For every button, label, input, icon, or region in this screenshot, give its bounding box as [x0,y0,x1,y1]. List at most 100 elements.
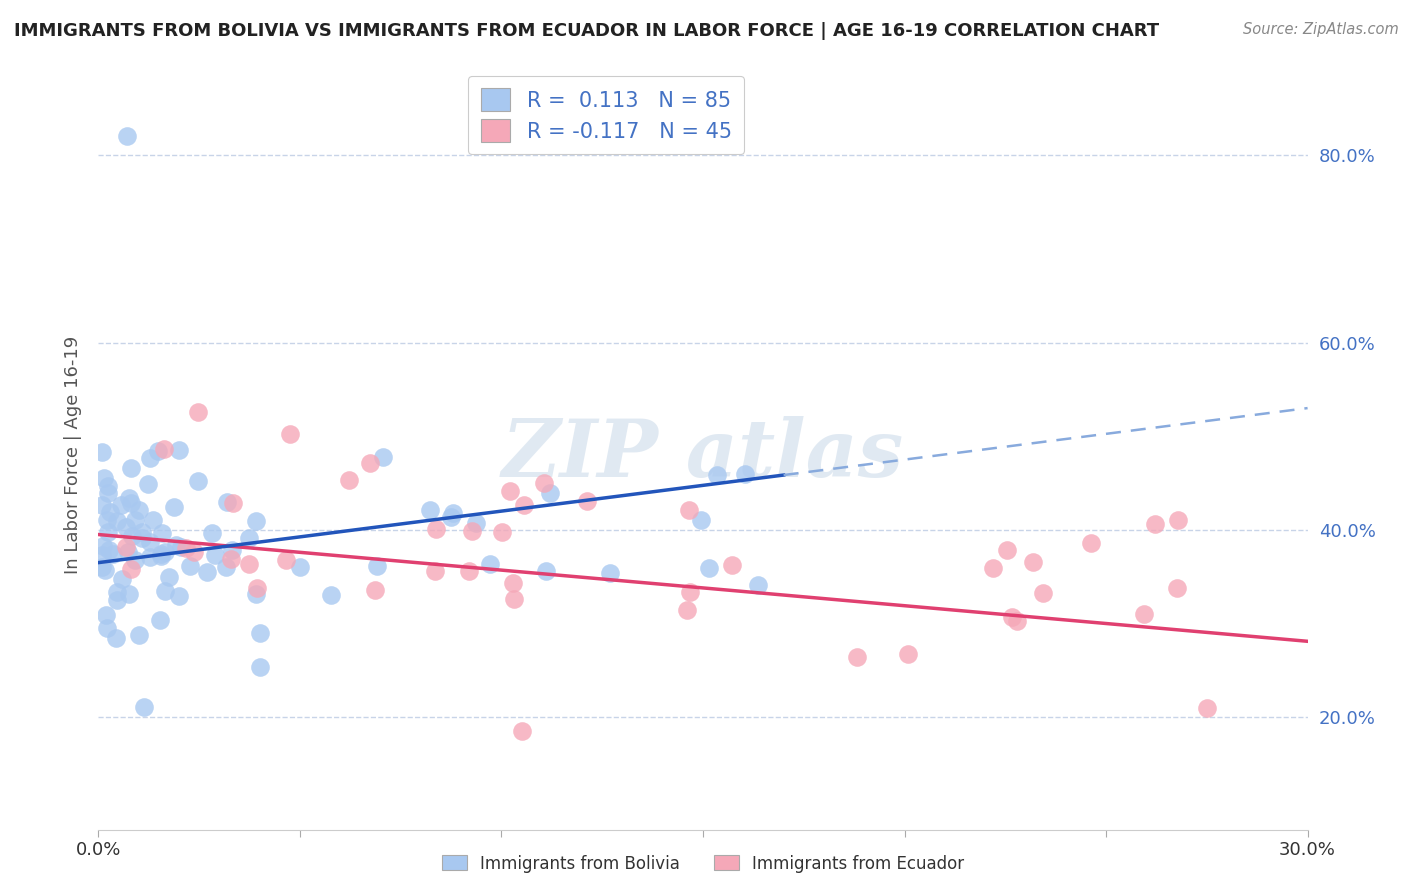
Point [1166,582,1188,596]
Point [128,628,150,642]
Text: ZIP atlas: ZIP atlas [502,417,904,493]
Point [142,513,165,527]
Point [441,506,464,520]
Point [120,495,142,509]
Point [461,524,484,539]
Point [249,659,271,673]
Point [101,547,124,561]
Point [148,613,170,627]
Point [167,590,190,604]
Point [187,405,209,419]
Legend: R =  0.113   N = 85, R = -0.117   N = 45: R = 0.113 N = 85, R = -0.117 N = 45 [468,76,744,154]
Point [1005,614,1028,628]
Point [897,647,920,661]
Point [97,525,120,540]
Point [100,505,122,519]
Point [1080,535,1102,549]
Point [155,544,177,558]
Y-axis label: In Labor Force | Age 16-19: In Labor Force | Age 16-19 [63,335,82,574]
Point [139,534,162,549]
Point [152,442,174,457]
Point [366,558,388,573]
Point [118,587,141,601]
Point [245,514,267,528]
Point [150,549,173,563]
Point [276,552,298,566]
Point [114,541,136,555]
Point [121,529,143,543]
Point [96,513,118,527]
Point [124,552,146,566]
Point [246,581,269,595]
Point [245,587,267,601]
Point [128,503,150,517]
Point [510,724,533,739]
Point [479,557,502,571]
Point [238,531,260,545]
Point [458,564,481,578]
Point [91,548,114,562]
Point [183,545,205,559]
Point [219,552,242,566]
Point [132,699,155,714]
Point [502,575,524,590]
Point [91,445,114,459]
Point [706,468,728,483]
Point [110,499,132,513]
Point [697,561,720,575]
Point [1144,517,1167,532]
Point [513,498,536,512]
Point [995,543,1018,558]
Point [464,516,486,530]
Point [359,456,381,470]
Point [148,444,170,458]
Point [981,560,1004,574]
Point [120,562,142,576]
Point [167,443,190,458]
Point [215,560,238,574]
Point [157,570,180,584]
Point [197,566,219,580]
Point [138,451,160,466]
Point [321,588,343,602]
Point [363,583,385,598]
Point [201,526,224,541]
Point [91,539,114,553]
Point [94,563,117,577]
Point [440,510,463,524]
Point [105,592,128,607]
Point [720,558,742,573]
Point [150,525,173,540]
Point [280,427,302,442]
Point [111,572,134,586]
Point [222,496,245,510]
Point [170,541,193,555]
Point [163,500,186,514]
Point [1001,610,1024,624]
Point [675,603,697,617]
Point [337,473,360,487]
Point [91,559,114,574]
Point [499,484,522,499]
Point [138,549,160,564]
Point [179,558,201,573]
Point [120,460,142,475]
Point [98,543,121,558]
Point [576,494,599,508]
Point [115,520,138,534]
Point [93,471,115,485]
Point [1167,513,1189,527]
Point [221,542,243,557]
Point [136,477,159,491]
Point [1032,586,1054,600]
Point [96,621,118,635]
Point [105,514,128,528]
Point [204,549,226,563]
Point [104,632,127,646]
Point [423,564,446,578]
Point [96,607,118,622]
Point [249,626,271,640]
Point [533,476,555,491]
Point [425,523,447,537]
Point [690,513,713,527]
